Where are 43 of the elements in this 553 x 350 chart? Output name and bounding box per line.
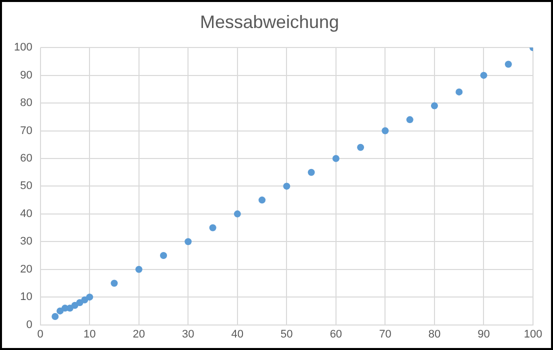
y-tick-label: 30 (20, 236, 32, 248)
point (234, 210, 241, 218)
y-tick-label: 10 (20, 291, 32, 304)
x-tick-label: 60 (330, 328, 342, 340)
x-tick-label: 50 (280, 328, 293, 340)
x-tick-label: 10 (83, 328, 96, 340)
x-tick-label: 90 (478, 328, 490, 340)
point (86, 294, 94, 301)
x-tick-label: 100 (524, 328, 542, 340)
y-tick-label: 50 (20, 180, 32, 192)
point (209, 224, 216, 232)
point (480, 72, 488, 79)
point (406, 116, 414, 124)
point (456, 88, 463, 96)
x-tick-label: 70 (379, 328, 392, 340)
point (332, 154, 340, 162)
y-tick-label: 40 (20, 208, 32, 220)
point (357, 144, 364, 151)
point (52, 312, 59, 320)
y-tick-label: 100 (14, 42, 32, 54)
y-tick-label: 90 (20, 69, 32, 82)
x-tick-label: 0 (37, 328, 44, 340)
point (504, 60, 512, 68)
point (382, 127, 389, 134)
point (430, 102, 438, 110)
chart-title: Messabweichung (200, 12, 340, 32)
point (135, 266, 142, 273)
x-tick-label: 80 (428, 328, 441, 340)
y-tick-label: 60 (20, 152, 32, 165)
point (160, 252, 168, 259)
x-tick-label: 40 (231, 328, 244, 340)
point (308, 168, 315, 176)
point (258, 196, 266, 204)
point (283, 182, 290, 190)
point (110, 280, 118, 287)
y-tick-label: 80 (20, 97, 32, 110)
y-tick-label: 20 (20, 263, 32, 276)
x-tick-label: 30 (182, 328, 194, 340)
y-tick-label: 0 (26, 318, 32, 331)
x-tick-label: 20 (132, 328, 146, 340)
point (184, 238, 192, 246)
y-tick-label: 70 (20, 124, 32, 137)
point (56, 307, 64, 314)
